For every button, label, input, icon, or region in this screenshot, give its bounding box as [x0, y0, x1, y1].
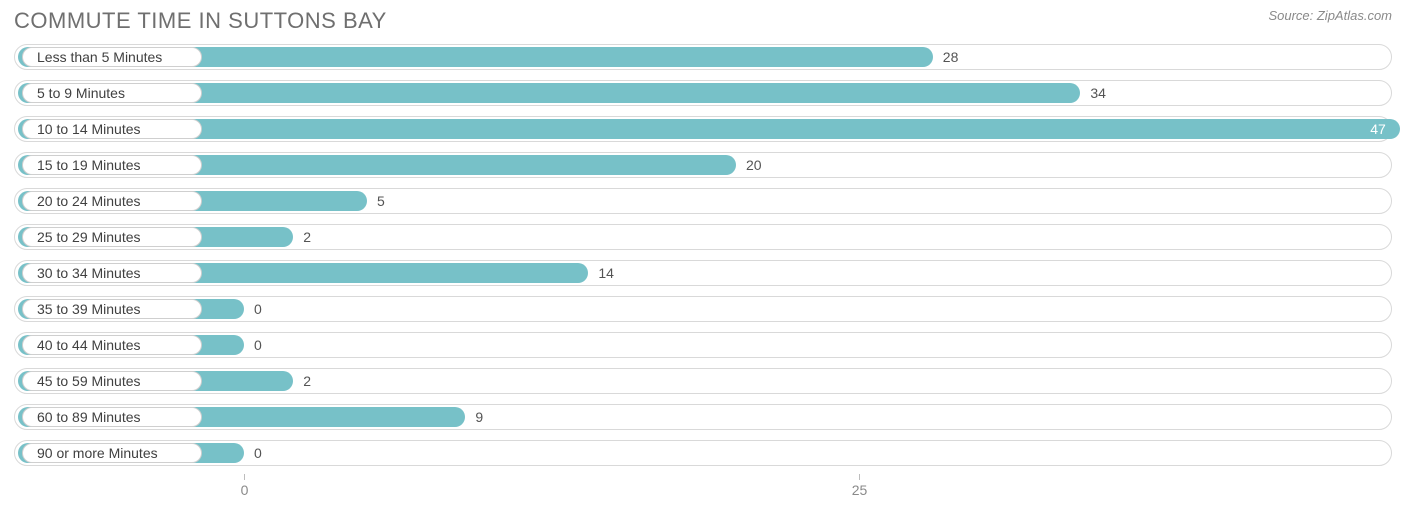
value-label: 2 [303, 220, 311, 254]
category-pill: 35 to 39 Minutes [22, 299, 202, 319]
category-pill: 90 or more Minutes [22, 443, 202, 463]
category-pill: 10 to 14 Minutes [22, 119, 202, 139]
bar-row: 60 to 89 Minutes 9 [14, 400, 1392, 434]
value-label: 47 [1370, 112, 1386, 146]
bar-row: 45 to 59 Minutes 2 [14, 364, 1392, 398]
tick-label: 0 [241, 482, 249, 498]
x-tick: 25 [859, 474, 860, 480]
header: COMMUTE TIME IN SUTTONS BAY Source: ZipA… [0, 0, 1406, 40]
source-attribution: Source: ZipAtlas.com [1268, 8, 1392, 23]
bar-row: 90 or more Minutes 0 [14, 436, 1392, 470]
category-label: 45 to 59 Minutes [37, 373, 141, 389]
category-pill: 5 to 9 Minutes [22, 83, 202, 103]
bar-fill [18, 119, 1400, 139]
category-label: 40 to 44 Minutes [37, 337, 141, 353]
bar-row: 30 to 34 Minutes 14 [14, 256, 1392, 290]
bar-row: 40 to 44 Minutes 0 [14, 328, 1392, 362]
category-pill: 45 to 59 Minutes [22, 371, 202, 391]
category-label: 30 to 34 Minutes [37, 265, 141, 281]
category-label: 60 to 89 Minutes [37, 409, 141, 425]
category-label: 25 to 29 Minutes [37, 229, 141, 245]
category-pill: 15 to 19 Minutes [22, 155, 202, 175]
tick-mark [859, 474, 860, 480]
category-label: 10 to 14 Minutes [37, 121, 141, 137]
tick-mark [244, 474, 245, 480]
category-pill: 60 to 89 Minutes [22, 407, 202, 427]
x-tick: 0 [244, 474, 245, 480]
bar-row: 15 to 19 Minutes 20 [14, 148, 1392, 182]
value-label: 2 [303, 364, 311, 398]
category-label: 35 to 39 Minutes [37, 301, 141, 317]
value-label: 0 [254, 292, 262, 326]
tick-label: 25 [852, 482, 868, 498]
bar-row: 10 to 14 Minutes 47 [14, 112, 1392, 146]
chart-title: COMMUTE TIME IN SUTTONS BAY [14, 8, 387, 34]
value-label: 5 [377, 184, 385, 218]
category-pill: 30 to 34 Minutes [22, 263, 202, 283]
value-label: 0 [254, 328, 262, 362]
value-label: 0 [254, 436, 262, 470]
value-label: 14 [598, 256, 614, 290]
category-label: 90 or more Minutes [37, 445, 158, 461]
bar-row: 35 to 39 Minutes 0 [14, 292, 1392, 326]
value-label: 20 [746, 148, 762, 182]
value-label: 28 [943, 40, 959, 74]
chart-area: Less than 5 Minutes285 to 9 Minutes3410 … [14, 40, 1392, 470]
bar-row: 25 to 29 Minutes 2 [14, 220, 1392, 254]
bar-row: 5 to 9 Minutes 34 [14, 76, 1392, 110]
category-pill: 25 to 29 Minutes [22, 227, 202, 247]
value-label: 34 [1090, 76, 1106, 110]
category-label: 5 to 9 Minutes [37, 85, 125, 101]
category-label: 20 to 24 Minutes [37, 193, 141, 209]
category-label: 15 to 19 Minutes [37, 157, 141, 173]
value-label: 9 [475, 400, 483, 434]
category-label: Less than 5 Minutes [37, 49, 162, 65]
category-pill: 40 to 44 Minutes [22, 335, 202, 355]
category-pill: 20 to 24 Minutes [22, 191, 202, 211]
bar-row: 20 to 24 Minutes 5 [14, 184, 1392, 218]
x-axis: 02550 [14, 474, 1392, 504]
category-pill: Less than 5 Minutes [22, 47, 202, 67]
bar-row: Less than 5 Minutes 28 [14, 40, 1392, 74]
